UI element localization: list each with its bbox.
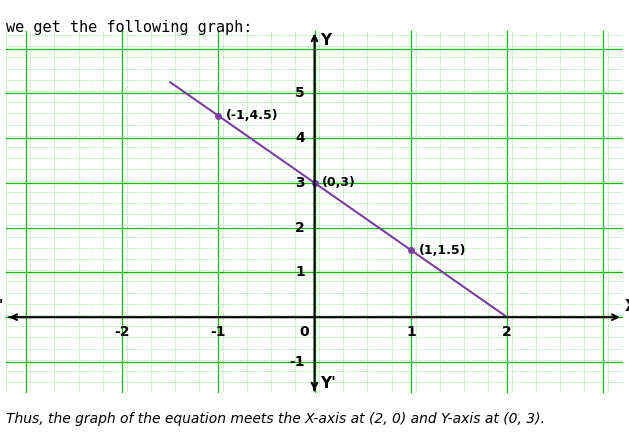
Text: 2: 2: [295, 221, 305, 235]
Text: -1: -1: [289, 355, 305, 369]
Text: 4: 4: [295, 131, 305, 145]
Text: 5: 5: [295, 86, 305, 100]
Text: 0: 0: [299, 325, 309, 339]
Text: -1: -1: [211, 325, 226, 339]
Text: Y: Y: [320, 33, 331, 48]
Text: we get the following graph:: we get the following graph:: [6, 20, 253, 35]
Text: (1,1.5): (1,1.5): [418, 243, 466, 257]
Text: -2: -2: [114, 325, 130, 339]
Text: Y': Y': [320, 376, 336, 391]
Text: 1: 1: [295, 265, 305, 279]
Text: (0,3): (0,3): [322, 177, 356, 189]
Text: Thus, the graph of the equation meets the X-axis at (2, 0) and Y-axis at (0, 3).: Thus, the graph of the equation meets th…: [6, 412, 545, 426]
Text: X': X': [0, 298, 4, 314]
Text: (-1,4.5): (-1,4.5): [226, 109, 279, 122]
Text: X: X: [625, 298, 629, 314]
Text: 2: 2: [502, 325, 512, 339]
Text: 3: 3: [295, 176, 305, 190]
Text: 1: 1: [406, 325, 416, 339]
